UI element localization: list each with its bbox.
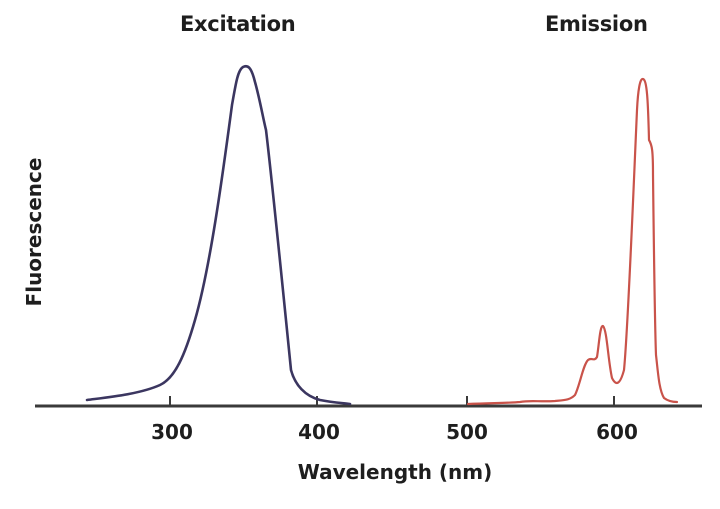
x-tick-label-300: 300 <box>151 420 193 444</box>
x-tick-label-500: 500 <box>446 420 488 444</box>
x-tick-label-600: 600 <box>596 420 638 444</box>
emission-label: Emission <box>545 12 648 36</box>
emission-curve <box>466 77 679 406</box>
x-tick-label-400: 400 <box>298 420 340 444</box>
excitation-curve <box>85 64 352 406</box>
x-axis-label: Wavelength (nm) <box>297 460 493 484</box>
excitation-label: Excitation <box>180 12 296 36</box>
